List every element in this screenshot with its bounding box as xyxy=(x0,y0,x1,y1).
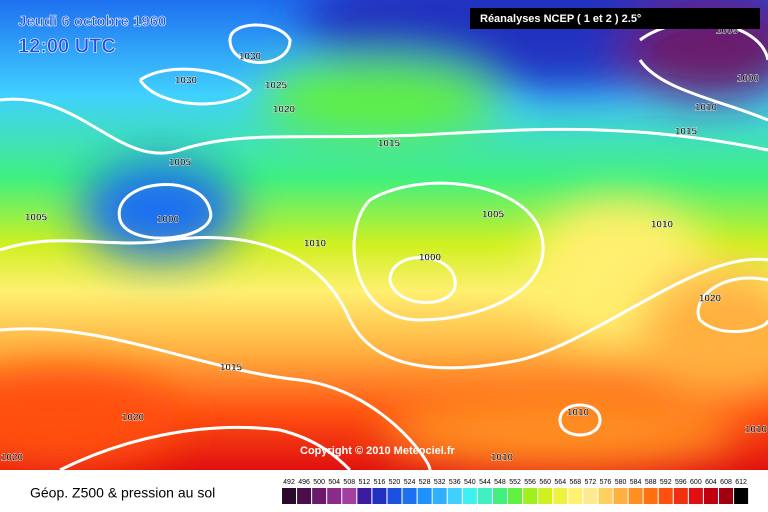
scale-swatch xyxy=(462,488,477,504)
source-box xyxy=(470,8,760,29)
isobar-label: 1005 xyxy=(716,26,739,37)
scale-label: 568 xyxy=(569,479,581,486)
scale-label: 516 xyxy=(374,479,386,486)
scale-label: 596 xyxy=(675,479,687,486)
isobar-label: 1015 xyxy=(675,127,698,138)
scale-label: 532 xyxy=(434,479,446,486)
map-time: 12:00 UTC xyxy=(18,35,116,57)
scale-swatch xyxy=(598,488,613,504)
scale-swatch xyxy=(387,488,402,504)
isobar-label: 1030 xyxy=(239,52,262,63)
isobar-label: 1020 xyxy=(1,453,24,464)
scale-label: 576 xyxy=(600,479,612,486)
scale-swatch xyxy=(643,488,658,504)
scale-label: 492 xyxy=(283,479,295,486)
isobar-label: 1010 xyxy=(304,239,327,250)
scale-swatch xyxy=(342,488,357,504)
scale-label: 520 xyxy=(389,479,401,486)
scale-swatch xyxy=(492,488,507,504)
scale-label: 560 xyxy=(539,479,551,486)
legend-title: Géop. Z500 & pression au sol xyxy=(30,485,215,501)
scale-swatch xyxy=(703,488,718,504)
scale-label: 612 xyxy=(735,479,747,486)
isobar-label: 1010 xyxy=(651,220,674,231)
isobar-label: 1000 xyxy=(419,253,442,264)
scale-swatch xyxy=(688,488,703,504)
scale-label: 500 xyxy=(313,479,325,486)
isobar-label: 1000 xyxy=(737,74,760,85)
scale-swatch xyxy=(523,488,538,504)
scale-label: 608 xyxy=(720,479,732,486)
scale-swatch xyxy=(312,488,327,504)
isobar-labels: 1030 1030 1025 1020 1015 1005 1000 1005 1010 1000… xyxy=(1,25,768,464)
isobar-label: 1010 xyxy=(745,425,768,436)
scale-label: 548 xyxy=(494,479,506,486)
scale-swatch xyxy=(432,488,447,504)
isobar-label: 1020 xyxy=(699,294,722,305)
scale-label: 584 xyxy=(630,479,642,486)
scale-swatch xyxy=(613,488,628,504)
scale-label: 512 xyxy=(359,479,371,486)
scale-swatch xyxy=(673,488,688,504)
scale-swatch xyxy=(719,488,734,504)
scale-swatch xyxy=(327,488,342,504)
scale-swatch xyxy=(508,488,523,504)
scale-swatch xyxy=(447,488,462,504)
scale-label: 536 xyxy=(449,479,461,486)
isobar-label: 1010 xyxy=(695,103,718,114)
isobar-label: 1010 xyxy=(567,408,590,419)
scale-swatch xyxy=(282,488,296,504)
scale-label: 504 xyxy=(328,479,340,486)
scale-label: 564 xyxy=(554,479,566,486)
scale-swatch xyxy=(628,488,643,504)
scale-label: 508 xyxy=(343,479,355,486)
scale-swatch xyxy=(372,488,387,504)
scale-label: 528 xyxy=(419,479,431,486)
isobar-label: 1010 xyxy=(491,453,514,464)
scale-label: 544 xyxy=(479,479,491,486)
isobar-label: 1030 xyxy=(175,76,198,87)
isobar-label: 1015 xyxy=(220,363,243,374)
scale-label: 524 xyxy=(404,479,416,486)
scale-swatch xyxy=(402,488,417,504)
scale-swatch xyxy=(477,488,492,504)
scale-label: 496 xyxy=(298,479,310,486)
scale-swatch xyxy=(734,488,749,504)
isobar-label: 1020 xyxy=(273,105,296,116)
scale-label: 552 xyxy=(509,479,521,486)
scale-label: 572 xyxy=(585,479,597,486)
scale-label: 600 xyxy=(690,479,702,486)
scale-label: 580 xyxy=(615,479,627,486)
isobar-label: 1005 xyxy=(169,158,192,169)
scale-swatch xyxy=(658,488,673,504)
scale-swatch xyxy=(357,488,372,504)
isobar-label: 1025 xyxy=(265,81,288,92)
scale-swatch xyxy=(417,488,432,504)
isobar-label: 1015 xyxy=(378,139,401,150)
color-scale: 492 496 500 504 508 512 516 520 524 528 532 536 540 5… xyxy=(282,479,749,504)
scale-swatch xyxy=(297,488,312,504)
isobar-label: 1020 xyxy=(122,413,145,424)
isobar-label: 1005 xyxy=(25,213,48,224)
scale-swatch xyxy=(538,488,553,504)
scale-swatch xyxy=(553,488,568,504)
scale-label: 604 xyxy=(705,479,717,486)
scale-label: 588 xyxy=(645,479,657,486)
map-field xyxy=(0,0,768,472)
isobar-label: 1005 xyxy=(482,210,505,221)
scale-label: 540 xyxy=(464,479,476,486)
scale-label: 556 xyxy=(524,479,536,486)
map-source: Réanalyses NCEP ( 1 et 2 ) 2.5° xyxy=(480,13,641,25)
scale-swatch xyxy=(583,488,598,504)
isobar-label: 1000 xyxy=(157,215,180,226)
map-date: Jeudi 6 octobre 1960 xyxy=(18,13,166,30)
scale-label: 592 xyxy=(660,479,672,486)
copyright: Copyright © 2010 Meteociel.fr xyxy=(300,445,456,457)
scale-swatch xyxy=(568,488,583,504)
